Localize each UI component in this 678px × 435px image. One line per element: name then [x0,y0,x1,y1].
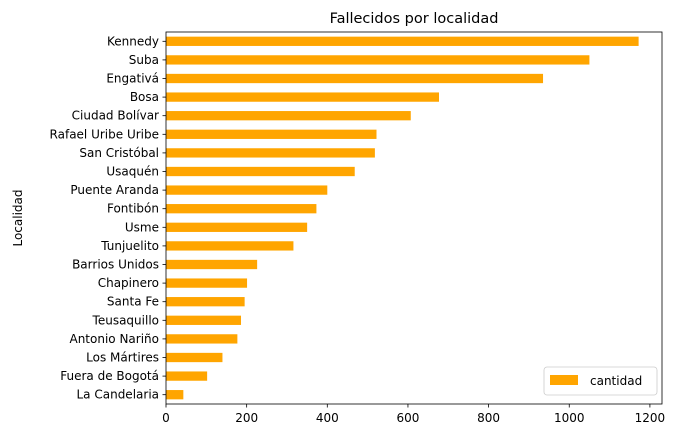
y-tick-label-8: Puente Aranda [70,183,159,197]
bar-14 [166,297,245,307]
bar-16 [166,334,238,344]
y-tick-label-19: La Candelaria [77,388,160,402]
bar-2 [166,73,544,84]
y-tick-label-13: Chapinero [98,276,159,290]
bar-15 [166,315,242,325]
y-tick-label-4: Ciudad Bolívar [72,109,159,123]
y-tick-label-18: Fuera de Bogotá [60,369,159,383]
x-tick-label-1: 200 [235,411,258,425]
bar-8 [166,185,328,195]
plot-frame [165,31,663,405]
bar-11 [166,241,294,251]
y-tick-label-9: Fontibón [107,202,159,216]
y-tick-label-10: Usme [125,220,159,234]
y-ticks-group: Kennedy Suba Engativá Bosa Ciudad Bolívar Raf… [50,34,166,402]
bar-3 [166,92,440,102]
x-tick-label-2: 400 [316,411,339,425]
bar-18 [166,371,208,381]
bar-17 [166,352,223,363]
y-tick-label-5: Rafael Uribe Uribe [50,127,159,141]
y-tick-label-12: Barrios Unidos [72,258,159,272]
chart-title: Fallecidos por localidad [330,11,499,27]
bar-10 [166,222,308,232]
bar-9 [166,204,317,214]
bar-0 [166,36,639,46]
x-tick-label-4: 800 [477,411,500,425]
x-tick-label-0: 0 [162,411,170,425]
legend-label: cantidad [590,374,642,388]
y-tick-label-16: Antonio Nariño [69,332,159,346]
bar-19 [166,390,184,400]
bar-4 [166,111,411,121]
x-tick-label-3: 600 [396,411,419,425]
y-tick-label-7: Usaquén [106,165,159,179]
y-tick-label-17: Los Mártires [86,351,159,365]
y-tick-label-15: Teusaquillo [92,313,159,327]
bar-7 [166,166,355,177]
y-tick-label-14: Santa Fe [107,295,159,309]
legend: cantidad [543,366,658,396]
bar-5 [166,129,377,139]
bar-1 [166,55,590,65]
bar-6 [166,148,375,158]
bar-12 [166,259,258,270]
x-tick-label-5: 1000 [554,411,585,425]
y-tick-label-11: Tunjuelito [100,239,159,253]
y-tick-label-1: Suba [129,53,159,67]
x-tick-label-6: 1200 [635,411,666,425]
y-tick-label-6: San Cristóbal [79,146,159,160]
y-tick-label-0: Kennedy [107,34,159,48]
x-ticks-group: 0 200 400 600 800 1000 1200 [162,404,665,425]
bar-13 [166,278,248,288]
legend-swatch [550,375,578,385]
y-axis-label: Localidad [11,189,25,246]
legend-box [543,366,658,396]
bars-group [166,36,639,400]
y-tick-label-3: Bosa [130,90,159,104]
y-tick-label-2: Engativá [106,72,159,86]
